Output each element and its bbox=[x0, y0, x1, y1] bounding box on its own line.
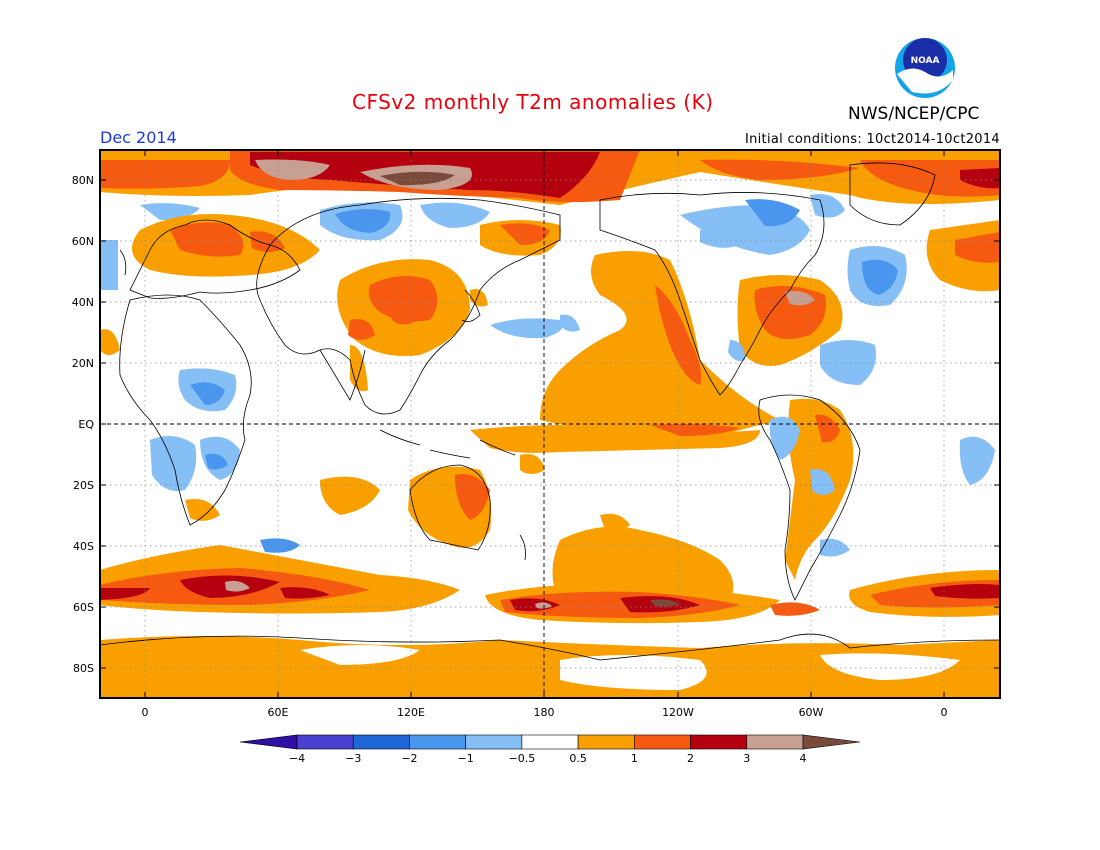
lat-label: 20S bbox=[73, 479, 94, 492]
lat-label: 60S bbox=[73, 601, 94, 614]
colorbar-swatch bbox=[352, 734, 410, 750]
colorbar-label: −2 bbox=[401, 752, 417, 765]
colorbar-swatch bbox=[690, 734, 748, 750]
colorbar-swatch bbox=[746, 734, 804, 750]
lat-label: 80N bbox=[72, 174, 94, 187]
colorbar-swatch bbox=[409, 734, 466, 750]
graticule bbox=[100, 150, 1000, 698]
lon-label: 0 bbox=[142, 706, 149, 719]
agency-label: NWS/NCEP/CPC bbox=[848, 104, 980, 124]
lat-label: EQ bbox=[78, 418, 94, 431]
lat-label: 40S bbox=[73, 540, 94, 553]
colorbar-legend: −4 −3 −2 −1 −0.5 0.5 1 2 3 4 bbox=[239, 734, 861, 765]
lon-label: 60E bbox=[268, 706, 289, 719]
lat-label: 20N bbox=[72, 357, 94, 370]
colorbar-label: 4 bbox=[800, 752, 807, 765]
colorbar-label: −3 bbox=[345, 752, 361, 765]
lon-label: 120W bbox=[662, 706, 694, 719]
anomaly-fields bbox=[100, 150, 1000, 698]
colorbar-label: −4 bbox=[289, 752, 305, 765]
lat-label: 60N bbox=[72, 235, 94, 248]
colorbar-label: 0.5 bbox=[569, 752, 587, 765]
colorbar-label: −0.5 bbox=[509, 752, 536, 765]
colorbar-swatch bbox=[577, 734, 635, 750]
colorbar-swatch bbox=[802, 734, 861, 750]
noaa-logo-icon: NOAA bbox=[895, 38, 955, 98]
valid-month: Dec 2014 bbox=[100, 128, 177, 147]
colorbar-swatch bbox=[239, 734, 298, 750]
lon-label: 180 bbox=[534, 706, 555, 719]
chart-title: CFSv2 monthly T2m anomalies (K) bbox=[352, 90, 714, 114]
initial-conditions: Initial conditions: 10ct2014-10ct2014 bbox=[744, 132, 1000, 147]
colorbar-swatch bbox=[296, 734, 354, 750]
coastlines bbox=[100, 162, 1000, 661]
colorbar-swatch bbox=[634, 734, 691, 750]
logo-text: NOAA bbox=[911, 56, 940, 66]
lat-label: 40N bbox=[72, 296, 94, 309]
lon-label: 0 bbox=[941, 706, 948, 719]
colorbar-swatch bbox=[521, 734, 579, 750]
colorbar-label: 1 bbox=[631, 752, 638, 765]
colorbar-label: 2 bbox=[687, 752, 694, 765]
lat-label: 80S bbox=[73, 662, 94, 675]
lon-label: 60W bbox=[799, 706, 824, 719]
colorbar-swatch bbox=[465, 734, 523, 750]
lon-label: 120E bbox=[397, 706, 425, 719]
colorbar-label: 3 bbox=[743, 752, 750, 765]
colorbar-label: −1 bbox=[458, 752, 474, 765]
